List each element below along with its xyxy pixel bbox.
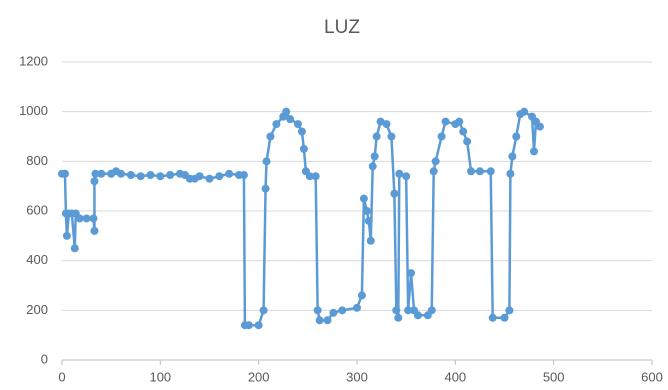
data-point: [488, 313, 497, 322]
data-point: [413, 311, 422, 320]
data-point: [402, 172, 411, 181]
data-point: [535, 122, 544, 131]
data-point: [431, 157, 440, 166]
data-point: [387, 132, 396, 141]
data-point: [75, 214, 84, 223]
data-point: [195, 172, 204, 181]
data-point: [404, 306, 413, 315]
data-point: [91, 169, 100, 178]
data-point: [459, 127, 468, 136]
data-point: [82, 214, 91, 223]
data-point: [390, 189, 399, 198]
data-point: [530, 147, 538, 156]
x-tick-label: 200: [248, 369, 270, 384]
x-tick-label: 400: [444, 369, 466, 384]
data-point: [512, 132, 521, 141]
data-point: [353, 303, 361, 312]
data-point: [508, 152, 517, 161]
data-point: [429, 167, 438, 176]
data-point: [259, 306, 268, 315]
data-point: [357, 291, 366, 300]
data-point: [254, 321, 263, 330]
data-point: [313, 306, 322, 315]
data-point: [294, 120, 302, 129]
data-point: [441, 117, 450, 126]
data-point: [90, 177, 99, 186]
data-point: [370, 152, 379, 161]
data-point: [205, 174, 214, 183]
data-point: [156, 172, 165, 181]
data-point: [146, 170, 155, 179]
x-tick-label: 100: [149, 369, 171, 384]
data-point: [475, 167, 484, 176]
data-point: [395, 169, 404, 178]
data-point: [89, 214, 98, 223]
data-point: [97, 169, 106, 178]
data-point: [382, 120, 391, 129]
data-point: [368, 162, 377, 171]
y-tick-label: 600: [26, 202, 48, 217]
data-point: [60, 169, 69, 178]
x-tick-label: 500: [543, 369, 565, 384]
data-point: [262, 157, 271, 166]
data-point: [505, 306, 514, 315]
data-point: [486, 167, 495, 176]
data-point: [311, 172, 320, 181]
data-point: [394, 313, 403, 322]
data-point: [407, 269, 416, 278]
data-point: [225, 169, 234, 178]
data-point: [239, 170, 248, 179]
data-point: [62, 231, 71, 240]
data-point: [90, 226, 99, 235]
data-point: [463, 137, 472, 146]
data-point: [136, 172, 145, 181]
data-point: [520, 107, 529, 116]
data-point: [437, 132, 446, 141]
chart-title: LUZ: [324, 17, 360, 38]
data-point: [315, 316, 324, 325]
data-point: [70, 244, 79, 253]
data-point: [305, 172, 314, 181]
data-point: [266, 132, 275, 141]
data-point: [362, 207, 371, 215]
x-tick-label: 0: [58, 369, 65, 384]
data-point: [286, 115, 295, 124]
data-point: [329, 308, 338, 317]
data-point: [506, 169, 515, 178]
data-point: [126, 170, 135, 179]
data-point: [338, 306, 347, 315]
data-point: [244, 321, 253, 330]
data-point: [117, 169, 125, 178]
data-point: [427, 306, 436, 315]
y-tick-label: 400: [26, 252, 48, 267]
y-tick-label: 0: [41, 351, 48, 366]
data-point: [323, 316, 332, 325]
data-point: [372, 132, 381, 141]
data-point: [366, 236, 375, 245]
data-point: [455, 117, 464, 126]
data-point: [467, 167, 476, 176]
data-point: [261, 184, 270, 193]
x-tick-label: 600: [641, 369, 663, 384]
data-point: [272, 120, 281, 129]
y-tick-label: 1000: [19, 103, 48, 118]
data-point: [392, 306, 401, 315]
data-point: [299, 144, 308, 153]
y-tick-label: 800: [26, 153, 48, 168]
data-point: [166, 170, 175, 179]
y-tick-label: 1200: [19, 53, 48, 68]
data-point: [215, 172, 224, 181]
data-point: [359, 194, 368, 203]
data-point: [364, 216, 373, 225]
data-point: [282, 107, 291, 116]
y-tick-label: 200: [26, 302, 48, 317]
data-point: [297, 127, 306, 136]
data-point: [500, 313, 509, 322]
x-tick-label: 300: [346, 369, 368, 384]
